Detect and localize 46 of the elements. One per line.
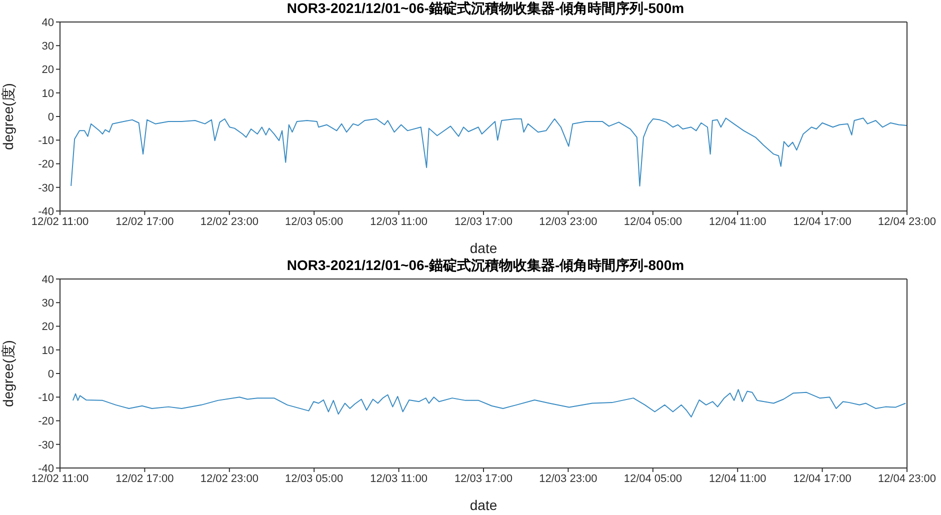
chart-title: NOR3-2021/12/01~06-錨碇式沉積物收集器-傾角時間序列-800m xyxy=(286,257,686,274)
y-tick-label: 30 xyxy=(42,298,54,310)
y-tick-label: -30 xyxy=(38,439,54,452)
y-tick-label: 10 xyxy=(42,88,54,100)
x-tick-label: 12/02 11:00 xyxy=(31,216,89,228)
y-tick-label: 20 xyxy=(42,64,54,76)
y-tick-label: -10 xyxy=(38,392,54,404)
x-tick-label: 12/04 17:00 xyxy=(793,472,852,485)
x-tick-label: 12/04 23:00 xyxy=(878,472,936,485)
x-tick-label: 12/04 11:00 xyxy=(708,216,766,228)
y-tick-label: -30 xyxy=(38,182,54,194)
x-tick-label: 12/02 17:00 xyxy=(116,472,174,485)
y-tick-label: 40 xyxy=(42,274,54,286)
x-tick-label: 12/03 05:00 xyxy=(285,472,344,485)
x-tick-label: 12/04 11:00 xyxy=(708,472,766,485)
x-tick-label: 12/03 23:00 xyxy=(539,216,598,228)
x-tick-label: 12/03 17:00 xyxy=(454,472,513,485)
y-tick-label: -20 xyxy=(38,158,54,171)
y-tick-label: 10 xyxy=(42,344,54,357)
chart-title: NOR3-2021/12/01~06-錨碇式沉積物收集器-傾角時間序列-500m xyxy=(286,0,686,17)
y-tick-label: -20 xyxy=(38,416,54,428)
y-axis-title: degree(度) xyxy=(0,340,16,407)
x-tick-label: 12/02 23:00 xyxy=(200,216,258,228)
y-tick-label: 40 xyxy=(42,16,54,29)
y-tick-label: -40 xyxy=(38,206,54,218)
x-tick-label: 12/04 17:00 xyxy=(793,216,852,228)
x-tick-label: 12/02 17:00 xyxy=(116,216,174,228)
x-axis-title: date xyxy=(470,497,498,513)
y-tick-label: -10 xyxy=(38,135,54,148)
x-tick-label: 12/03 11:00 xyxy=(370,472,428,485)
y-tick-label: 30 xyxy=(42,40,54,53)
x-tick-label: 12/03 11:00 xyxy=(370,216,428,228)
x-tick-label: 12/03 17:00 xyxy=(454,216,513,228)
x-tick-label: 12/02 11:00 xyxy=(31,472,89,485)
y-tick-label: 0 xyxy=(48,368,54,380)
y-tick-label: 20 xyxy=(42,321,54,334)
x-tick-label: 12/04 05:00 xyxy=(624,472,682,485)
y-tick-label: 0 xyxy=(48,111,54,124)
x-tick-label: 12/02 23:00 xyxy=(200,472,258,485)
y-tick-label: -40 xyxy=(38,462,54,475)
x-tick-label: 12/03 05:00 xyxy=(285,216,344,228)
y-axis-title: degree(度) xyxy=(0,83,16,150)
x-tick-label: 12/04 05:00 xyxy=(624,216,682,228)
x-tick-label: 12/04 23:00 xyxy=(878,216,936,228)
x-axis-title: date xyxy=(470,240,498,256)
x-tick-label: 12/03 23:00 xyxy=(539,472,598,485)
